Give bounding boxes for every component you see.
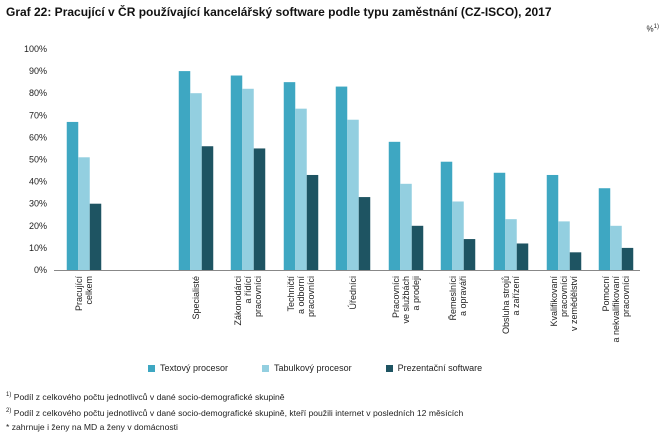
bar-textovy [335,86,348,270]
bar-textovy [283,82,296,271]
legend-label-textovy: Textový procesor [160,363,229,373]
y-tick-label: 20% [29,221,47,231]
bar-textovy [493,172,506,270]
bar-textovy [178,71,191,270]
x-tick-label-line: ve službách [401,276,411,324]
x-tick-label-line: a odborní [296,276,306,315]
bar-tabulkovy [78,157,90,270]
x-tick-label-line: v zemědělství [569,276,579,332]
x-tick-label-line: Kvalifikovaní [549,276,559,327]
footnote-2: 2) Podíl z celkového počtu jednotlivců v… [6,404,463,420]
bar-tabulkovy [505,219,517,270]
x-tick-label-line: Obsluha strojů [501,276,511,334]
x-tick-label-line: a řídící [243,276,253,304]
chart-title: Graf 22: Pracující v ČR používající kanc… [6,5,552,19]
x-tick-label: Pomocní a nekvalifikovaní pracovníci [601,276,631,343]
x-tick-label-line: Zákonodárci [233,276,243,326]
x-tick-label-line: Pomocní [601,276,611,312]
x-tick-label-line: pracovníci [559,276,569,317]
bar-textovy [230,75,243,271]
legend-item-prezentacni: Prezentační software [385,363,483,373]
x-tick-label-line: Pracující [74,276,84,312]
bar-tabulkovy [295,108,307,270]
bar-tabulkovy [610,225,622,270]
bar-prezentacni [358,197,371,270]
footnote-3: * zahrnuje i ženy na MD a ženy v domácno… [6,420,463,434]
bar-prezentacni [253,148,266,270]
bar-textovy [440,161,453,270]
x-tick-label: Pracovníci ve službách a prodeji [391,276,421,324]
bar-tabulkovy [347,119,359,270]
bar-prezentacni [569,252,582,270]
x-tick-label: Obsluha strojů a zařízení [501,276,521,335]
bar-textovy [598,188,611,270]
bar-tabulkovy [400,183,412,270]
unit-footnote-ref: 1) [653,24,659,30]
y-tick-label: 100% [24,44,47,54]
bar-prezentacni [516,243,529,270]
bar-prezentacni [411,225,424,270]
legend-swatch-textovy [148,364,155,372]
y-tick-label: 60% [29,132,47,142]
x-tick-label: Specialisté [191,276,201,320]
legend-label-tabulkovy: Tabulkový procesor [274,363,352,373]
y-tick-label: 90% [29,66,47,76]
x-tick-label-line: Úředníci [348,276,358,310]
bar-prezentacni [621,247,634,270]
x-tick-label-line: pracovníci [253,276,263,317]
x-tick-label-line: Specialisté [191,276,201,320]
bar-tabulkovy [190,93,202,270]
bar-prezentacni [89,203,102,270]
legend-label-prezentacni: Prezentační software [397,363,483,373]
x-tick-label: Řemeslníci a opraváři [448,276,468,321]
bar-prezentacni [306,174,319,270]
y-tick-label: 10% [29,243,47,253]
footnotes: 1) Podíl z celkového počtu jednotlivců v… [6,388,463,434]
x-tick-label: Zákonodárci a řídící pracovníci [233,276,263,326]
legend-swatch-tabulkovy [262,364,270,372]
x-tick-label-line: a nekvalifikovaní [611,276,621,343]
legend-item-tabulkovy: Tabulkový procesor [262,363,352,373]
footnote-2-text: Podíl z celkového počtu jednotlivců v da… [11,407,464,418]
bar-textovy [66,121,79,271]
x-tick-label-line: pracovníci [621,276,631,317]
x-tick-label: Techničtí a odborní pracovníci [286,276,316,318]
x-tick-label-line: a opraváři [458,276,468,316]
footnote-1-ref: 1) [6,392,12,398]
y-tick-label: 80% [29,88,47,98]
bar-tabulkovy [242,88,254,270]
footnote-1-text: Podíl z celkového počtu jednotlivců v da… [11,391,285,402]
bar-chart: 0% 10% 20% 30% 40% 50% 60% 70% 80% 90% 100% Pracují… [24,44,640,343]
x-tick-label-line: pracovníci [306,276,316,317]
x-tick-label: Kvalifikovaní pracovníci v zemědělství [549,276,579,332]
footnote-1: 1) Podíl z celkového počtu jednotlivců v… [6,388,463,404]
bar-tabulkovy [558,221,570,270]
x-tick-label-line: Pracovníci [391,276,401,318]
y-tick-label: 50% [29,155,47,165]
bar-prezentacni [201,146,214,270]
x-tick-label-line: Řemeslníci [448,276,458,321]
x-tick-label: Úředníci [348,276,358,310]
unit-label: %1) [647,24,659,34]
unit-text: % [646,24,654,34]
bar-tabulkovy [452,201,464,270]
x-tick-label-line: a zařízení [511,276,521,316]
bar-textovy [546,174,559,270]
footnote-3-text: * zahrnuje i ženy na MD a ženy v domácno… [6,421,178,432]
legend-item-textovy: Textový procesor [148,363,228,373]
x-tick-label: Pracující celkem [74,276,94,312]
footnote-2-ref: 2) [6,407,12,414]
x-tick-label-line: Techničtí [286,276,296,312]
y-tick-label: 40% [29,177,47,187]
y-tick-label: 0% [34,265,47,275]
legend: Textový procesor Tabulkový procesor Prez… [148,363,482,373]
x-tick-label-line: a prodeji [411,276,421,311]
x-tick-label-line: celkem [84,276,94,305]
y-tick-label: 70% [29,110,47,120]
legend-swatch-prezentacni [385,364,393,372]
bar-prezentacni [463,239,476,270]
y-tick-label: 30% [29,199,47,209]
bar-textovy [388,141,401,270]
